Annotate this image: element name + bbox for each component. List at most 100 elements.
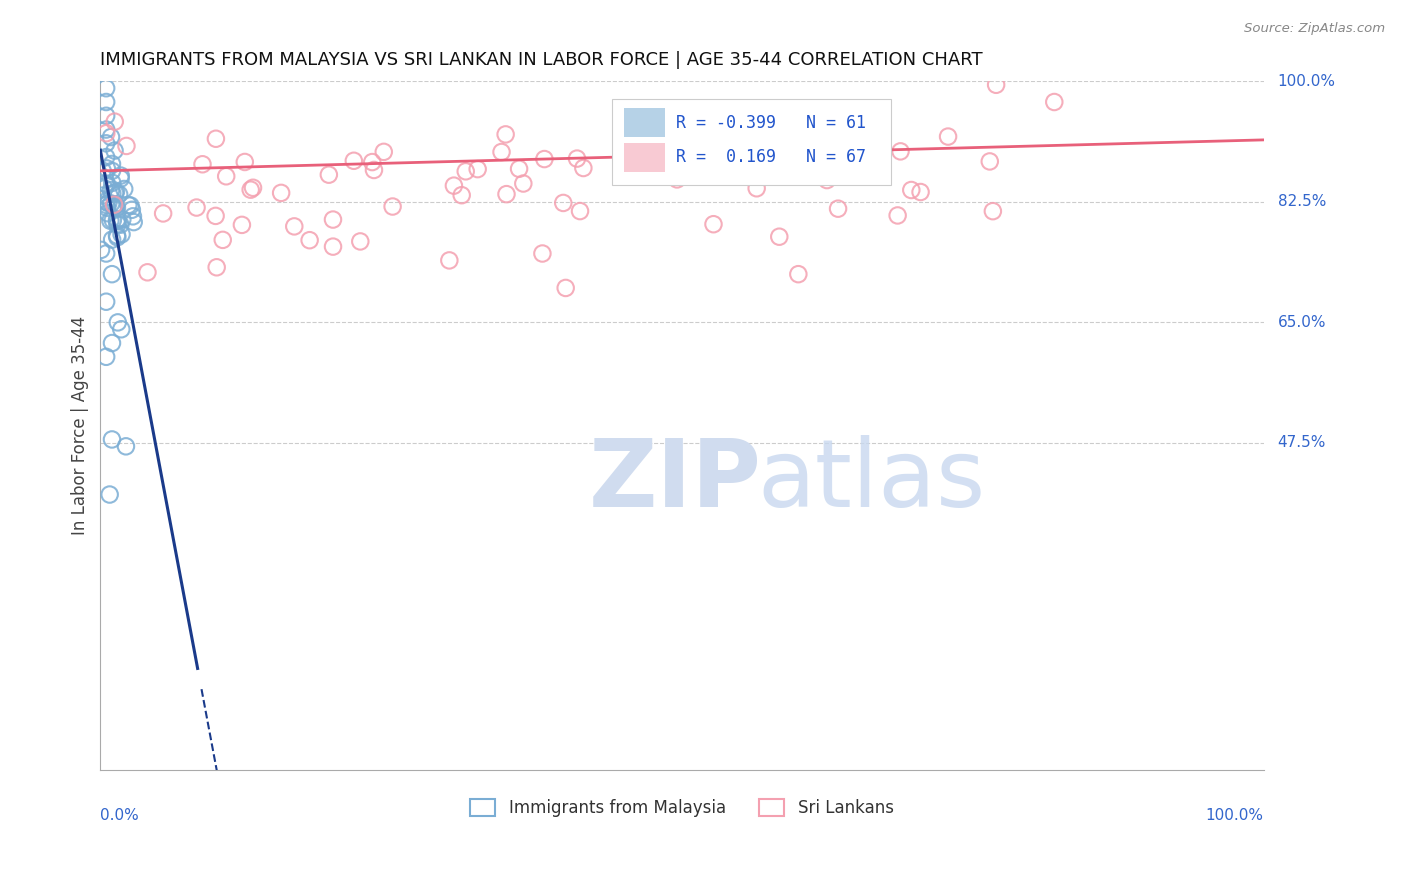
Point bbox=[666, 172, 689, 186]
Point bbox=[215, 169, 238, 184]
Point bbox=[117, 198, 139, 212]
Text: 47.5%: 47.5% bbox=[1278, 435, 1326, 450]
Point bbox=[108, 187, 131, 202]
Point bbox=[104, 197, 127, 211]
Y-axis label: In Labor Force | Age 35-44: In Labor Force | Age 35-44 bbox=[72, 316, 89, 535]
Point bbox=[110, 227, 132, 242]
Point bbox=[105, 218, 128, 232]
Point bbox=[768, 229, 790, 244]
Point bbox=[454, 164, 477, 178]
Point bbox=[103, 197, 125, 211]
Point bbox=[439, 253, 461, 268]
Point bbox=[101, 176, 124, 190]
Point bbox=[107, 315, 129, 329]
Point bbox=[772, 166, 794, 180]
Bar bbox=[624, 143, 665, 171]
Point bbox=[565, 152, 588, 166]
Text: R = -0.399   N = 61: R = -0.399 N = 61 bbox=[676, 113, 866, 132]
Text: IMMIGRANTS FROM MALAYSIA VS SRI LANKAN IN LABOR FORCE | AGE 35-44 CORRELATION CH: IMMIGRANTS FROM MALAYSIA VS SRI LANKAN I… bbox=[100, 51, 983, 69]
Point bbox=[101, 157, 124, 171]
Point bbox=[239, 183, 262, 197]
Point bbox=[104, 114, 127, 128]
Point bbox=[96, 109, 118, 123]
Point bbox=[100, 130, 122, 145]
Point bbox=[112, 182, 135, 196]
Point bbox=[101, 233, 124, 247]
Point bbox=[94, 177, 117, 191]
Point bbox=[103, 144, 125, 158]
Point bbox=[100, 196, 122, 211]
Text: ZIP: ZIP bbox=[589, 434, 762, 527]
Point bbox=[96, 95, 118, 109]
Point bbox=[96, 294, 118, 309]
Point bbox=[531, 246, 554, 260]
Point bbox=[322, 239, 344, 253]
Point bbox=[98, 487, 121, 501]
Point bbox=[122, 210, 145, 224]
Point bbox=[96, 136, 118, 151]
Point bbox=[322, 212, 344, 227]
Point bbox=[740, 154, 762, 169]
Point bbox=[373, 145, 395, 159]
Text: Source: ZipAtlas.com: Source: ZipAtlas.com bbox=[1244, 22, 1385, 36]
Point bbox=[553, 196, 575, 211]
Point bbox=[121, 202, 143, 217]
Point bbox=[512, 177, 534, 191]
Point bbox=[120, 198, 142, 212]
Point bbox=[101, 164, 124, 178]
Point bbox=[869, 128, 891, 143]
Point bbox=[101, 186, 124, 201]
Point bbox=[508, 161, 530, 176]
Point bbox=[569, 204, 592, 219]
Point bbox=[136, 265, 159, 279]
Point bbox=[361, 155, 384, 169]
Point bbox=[97, 196, 120, 211]
Point bbox=[101, 336, 124, 351]
Point bbox=[270, 186, 292, 200]
Point bbox=[91, 163, 114, 178]
Text: 100.0%: 100.0% bbox=[1278, 74, 1336, 89]
Point bbox=[815, 173, 838, 187]
Point bbox=[101, 267, 124, 281]
Point bbox=[96, 246, 118, 260]
Text: R =  0.169   N = 67: R = 0.169 N = 67 bbox=[676, 148, 866, 166]
Point bbox=[96, 150, 118, 164]
Point bbox=[96, 350, 118, 364]
Point bbox=[343, 153, 366, 168]
Point bbox=[533, 152, 555, 166]
Point bbox=[467, 162, 489, 177]
Point bbox=[103, 200, 125, 214]
Point bbox=[572, 161, 595, 175]
Legend: Immigrants from Malaysia, Sri Lankans: Immigrants from Malaysia, Sri Lankans bbox=[464, 792, 900, 823]
Point bbox=[115, 139, 138, 153]
Point bbox=[204, 209, 226, 223]
Point bbox=[191, 157, 214, 171]
Point bbox=[110, 169, 132, 183]
Point bbox=[96, 161, 118, 176]
Point bbox=[100, 183, 122, 197]
Point bbox=[984, 78, 1007, 92]
Point bbox=[90, 243, 112, 257]
Point bbox=[443, 178, 465, 193]
Bar bbox=[624, 108, 665, 137]
Point bbox=[900, 183, 922, 197]
Point bbox=[702, 217, 724, 231]
Point bbox=[298, 233, 321, 247]
Point bbox=[231, 218, 253, 232]
Text: atlas: atlas bbox=[758, 434, 986, 527]
Point bbox=[981, 204, 1004, 219]
Point bbox=[491, 145, 513, 159]
Text: 0.0%: 0.0% bbox=[100, 808, 139, 823]
Point bbox=[96, 126, 118, 140]
Point bbox=[886, 209, 908, 223]
Point bbox=[889, 145, 911, 159]
Point bbox=[450, 188, 472, 202]
Point bbox=[318, 168, 340, 182]
Point bbox=[495, 187, 517, 202]
Point bbox=[104, 185, 127, 199]
Point bbox=[96, 81, 118, 95]
Point bbox=[105, 201, 128, 215]
Text: 65.0%: 65.0% bbox=[1278, 315, 1326, 330]
Point bbox=[110, 322, 132, 336]
Point bbox=[787, 267, 810, 281]
